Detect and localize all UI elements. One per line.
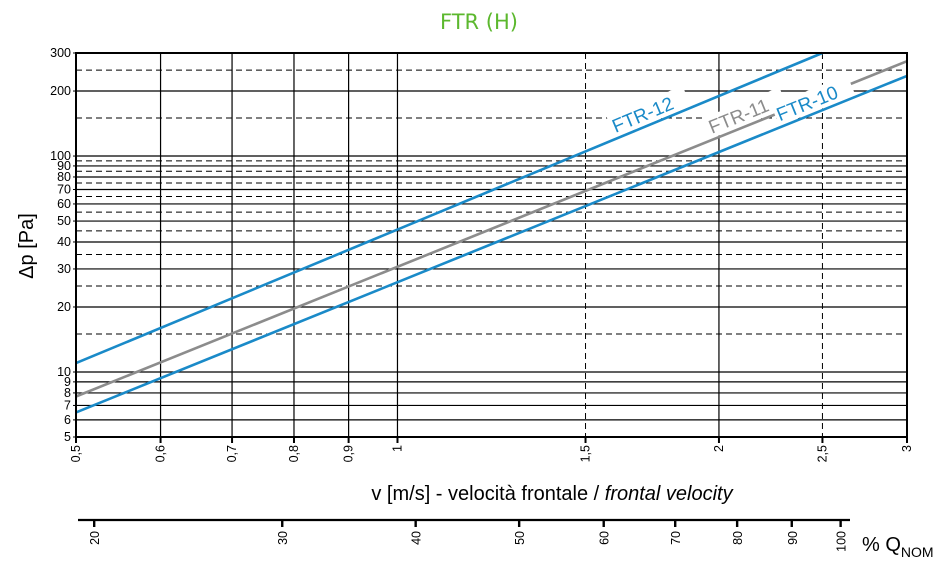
x-axis-label-main: v [m/s] - velocità frontale / [371, 483, 604, 505]
chart-title: FTR (H) [440, 10, 518, 34]
secondary-tick-label: 90 [786, 531, 800, 545]
secondary-axis-label: % QNOM [862, 534, 934, 560]
series-label-bg [703, 87, 788, 139]
secondary-tick-label: 70 [669, 531, 683, 545]
y-axis-label: Δp [Pa] [16, 213, 38, 279]
series-label-bg [771, 74, 856, 126]
secondary-tick-label: 80 [731, 531, 745, 545]
x-tick-label: 3 [900, 445, 914, 452]
y-tick-label: 80 [57, 170, 71, 184]
y-tick-label: 30 [57, 262, 71, 276]
series-label-ftr-11: FTR-11 [706, 95, 772, 138]
y-tick-label: 200 [50, 84, 71, 98]
y-tick-label: 90 [57, 159, 71, 173]
x-tick-label: 2 [712, 445, 726, 452]
secondary-tick-label: 40 [410, 531, 424, 545]
x-tick-label: 0,9 [342, 445, 356, 462]
x-axis-label: v [m/s] - velocità frontale / frontal ve… [371, 483, 733, 505]
x-tick-label: 0,6 [154, 445, 168, 462]
secondary-tick-label: 50 [513, 531, 527, 545]
y-tick-label: 20 [57, 300, 71, 314]
plot-frame [75, 52, 908, 438]
x-tick-label: 0,8 [287, 445, 301, 462]
y-tick-label: 7 [64, 398, 71, 412]
y-tick-label: 10 [57, 365, 71, 379]
secondary-tick-label: 20 [88, 531, 102, 545]
y-tick-label: 5 [64, 430, 71, 444]
y-tick-label: 300 [50, 46, 71, 60]
series-label-ftr-12: FTR-12 [609, 93, 677, 137]
y-tick-label: 6 [64, 413, 71, 427]
series-line-ftr-10 [75, 74, 908, 414]
series-lines: FTR-12 FTR-11 FTR-10 [75, 51, 908, 414]
secondary-tick-label: 30 [276, 531, 290, 545]
y-tick-label: 50 [57, 214, 71, 228]
secondary-axis-label-sub: NOM [901, 544, 934, 560]
y-tick-label: 40 [57, 235, 71, 249]
secondary-tick-label: 60 [598, 531, 612, 545]
secondary-axis-percent-q: 20 30 40 50 60 70 80 90 100 [78, 518, 850, 552]
plot-border [75, 52, 908, 438]
x-tick-label: 0,7 [225, 445, 239, 462]
secondary-axis-label-main: % Q [862, 534, 901, 556]
grid [75, 52, 908, 443]
y-tick-label: 100 [50, 149, 71, 163]
secondary-tick-label: 100 [835, 531, 849, 552]
y-tick-label: 8 [64, 386, 71, 400]
y-tick-label: 60 [57, 197, 71, 211]
series-line-ftr-11 [75, 59, 908, 398]
x-axis-label-italic: frontal velocity [605, 483, 734, 505]
x-tick-label: 0,5 [69, 445, 83, 462]
x-tick-label: 1 [391, 445, 405, 452]
x-tick-label: 2,5 [815, 445, 829, 462]
y-tick-label: 9 [64, 375, 71, 389]
x-tick-labels: 0,5 0,6 0,7 0,8 0,9 1 1,5 2 2,5 3 [69, 445, 914, 462]
y-tick-label: 70 [57, 182, 71, 196]
x-tick-label: 1,5 [579, 445, 593, 462]
series-label-ftr-10: FTR-10 [774, 82, 842, 126]
series-label-bg [606, 85, 691, 138]
series-line-ftr-12 [75, 51, 823, 365]
